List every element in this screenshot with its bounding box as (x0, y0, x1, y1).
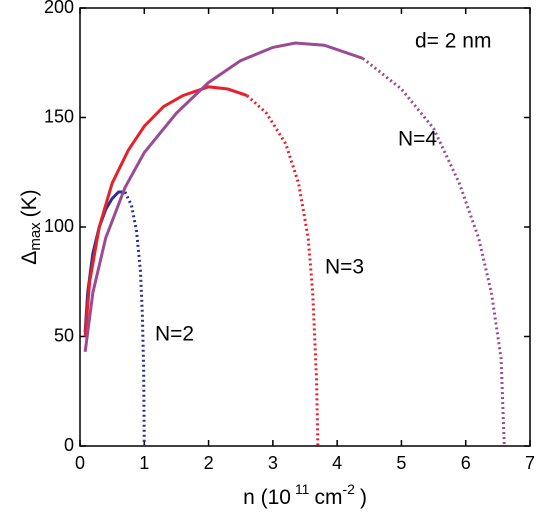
curve-solid (83, 41, 364, 353)
curve-dotted (246, 94, 320, 447)
y-tick-label: 100 (44, 216, 74, 236)
x-label-text2: cm (314, 486, 342, 509)
y-label-sub: max (27, 222, 44, 251)
x-tick-label: 2 (204, 453, 214, 473)
curve-label: N=2 (155, 323, 194, 346)
x-tick-label: 7 (525, 453, 535, 473)
annotation: d= 2 nm (415, 30, 491, 53)
x-tick-label: 3 (268, 453, 278, 473)
y-tick-label: 50 (54, 325, 74, 345)
x-tick-label: 5 (396, 453, 406, 473)
curve-solid (83, 85, 248, 337)
curve-dotted (361, 57, 506, 447)
curve-label: N=4 (398, 128, 437, 151)
x-label-text1: n (10 (243, 486, 291, 509)
x-axis-label: n (10 11 cm-2) (243, 481, 367, 509)
x-label-text3: ) (360, 486, 367, 509)
x-tick-label: 0 (75, 453, 85, 473)
plot-frame (79, 7, 531, 447)
x-tick-label: 4 (332, 453, 342, 473)
curve-label: N=3 (325, 256, 364, 279)
y-label-unit: (K) (18, 189, 41, 217)
x-tick-label: 6 (461, 453, 471, 473)
y-tick-label: 0 (64, 435, 74, 455)
x-tick-label: 1 (139, 453, 149, 473)
y-label-symbol: Δ (18, 251, 41, 265)
y-tick-label: 200 (44, 0, 74, 17)
curve-dotted (123, 191, 146, 447)
x-label-sup2: -2 (342, 481, 355, 497)
y-tick-label: 150 (44, 106, 74, 126)
x-label-sup1: 11 (295, 481, 310, 497)
y-axis-label: Δmax (K) (18, 189, 44, 264)
